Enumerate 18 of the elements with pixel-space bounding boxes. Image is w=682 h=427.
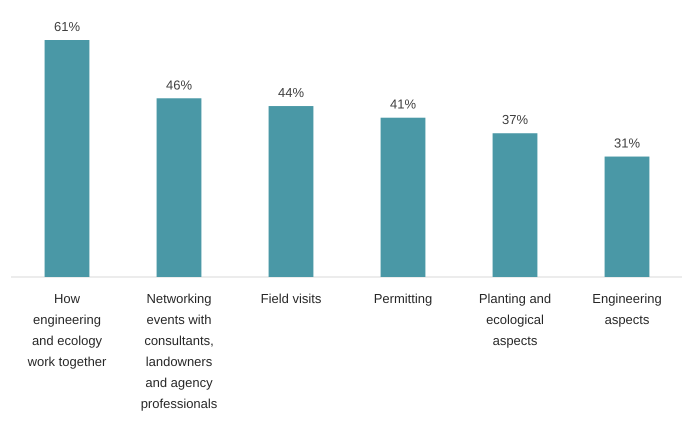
data-label: 44% [278, 85, 304, 100]
data-label: 46% [166, 77, 192, 92]
data-label: 41% [390, 96, 416, 112]
data-label: 31% [614, 136, 640, 151]
bar [492, 133, 538, 277]
bar [604, 156, 650, 277]
x-tick-label: Field visits [260, 291, 322, 306]
bar [156, 98, 202, 277]
x-tick-label: Networking events with consultants, landowners and agency professionals [140, 291, 218, 411]
x-tick-label: Permitting [374, 291, 432, 306]
x-tick-label: How engineering and ecology work together [26, 291, 108, 369]
x-tick-label: Planting and ecological aspects [478, 291, 552, 348]
x-tick-label: Engineering aspects [592, 291, 662, 327]
bar [380, 118, 426, 277]
bar [44, 40, 90, 277]
data-label: 61% [54, 19, 80, 34]
bar [268, 106, 314, 277]
data-label: 37% [502, 112, 528, 128]
